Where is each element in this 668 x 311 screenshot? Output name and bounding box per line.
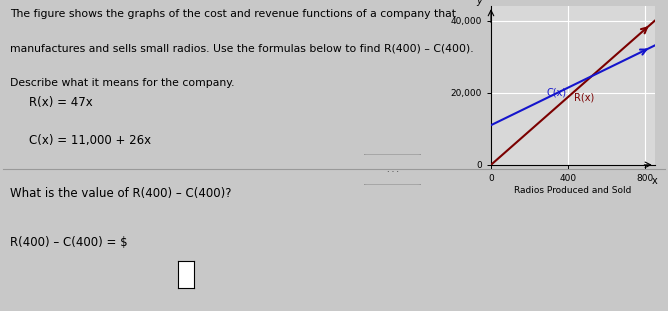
FancyBboxPatch shape [361, 154, 424, 185]
Text: The figure shows the graphs of the cost and revenue functions of a company that: The figure shows the graphs of the cost … [9, 9, 456, 19]
Text: y: y [476, 0, 482, 6]
Text: Describe what it means for the company.: Describe what it means for the company. [9, 78, 234, 88]
X-axis label: Radios Produced and Sold: Radios Produced and Sold [514, 186, 631, 195]
Text: manufactures and sells small radios. Use the formulas below to find R(400) – C(4: manufactures and sells small radios. Use… [9, 44, 473, 53]
Text: . . .: . . . [387, 165, 398, 174]
Text: What is the value of R(400) – C(400)?: What is the value of R(400) – C(400)? [9, 187, 231, 200]
Text: R(x): R(x) [574, 93, 594, 103]
Text: C(x): C(x) [547, 88, 567, 98]
Text: R(x) = 47x: R(x) = 47x [29, 96, 93, 109]
Text: R(400) – C(400) = $: R(400) – C(400) = $ [9, 236, 127, 249]
Text: C(x) = 11,000 + 26x: C(x) = 11,000 + 26x [29, 134, 151, 147]
Text: x: x [652, 176, 657, 186]
